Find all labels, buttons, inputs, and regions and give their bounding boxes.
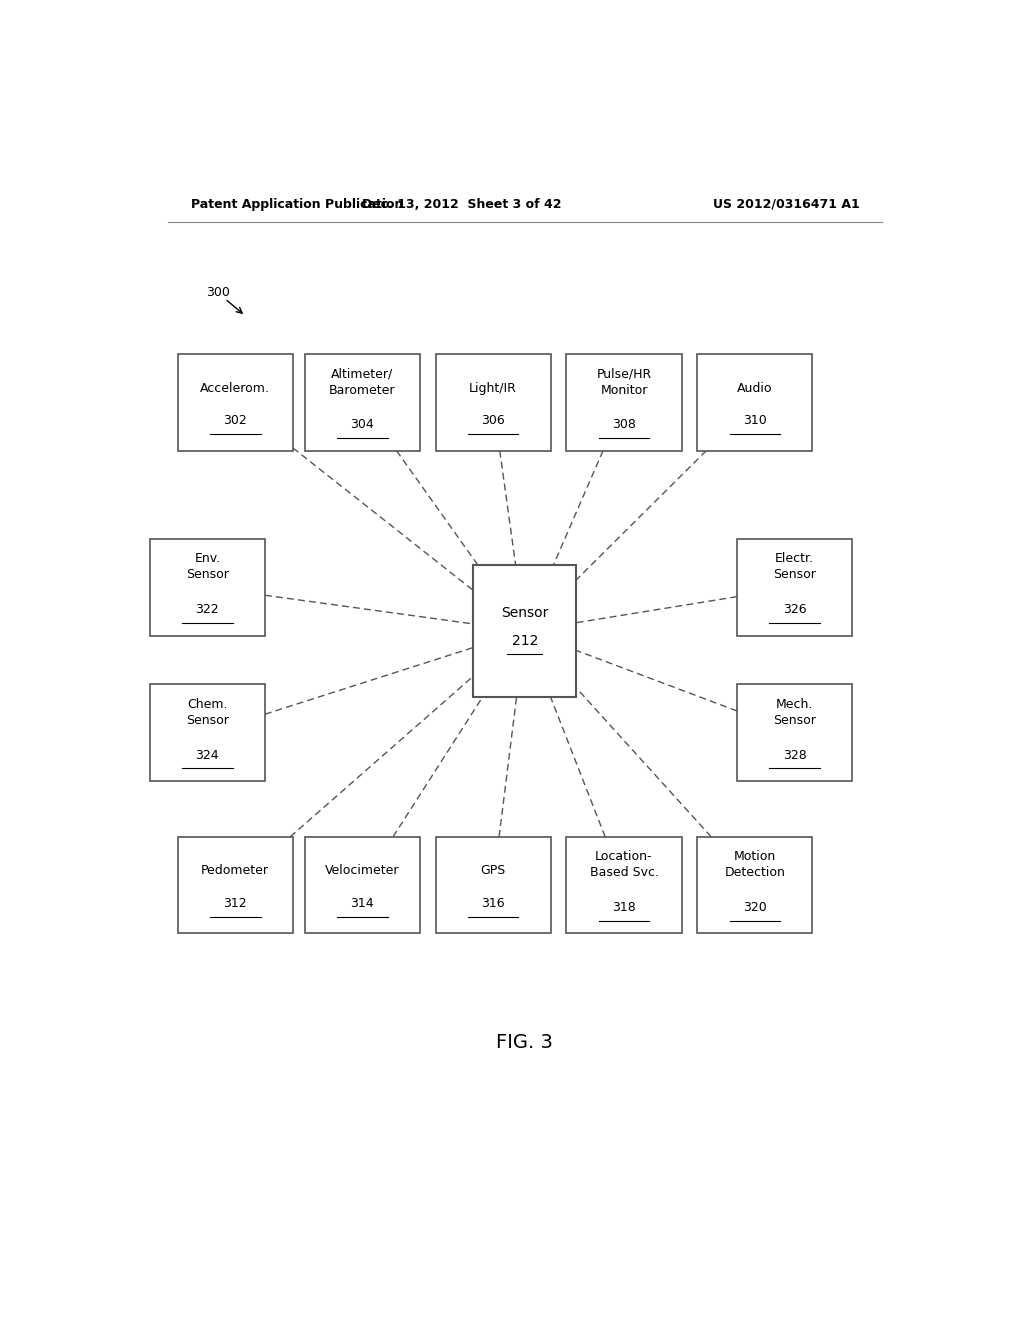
Text: 308: 308: [612, 418, 636, 432]
FancyBboxPatch shape: [435, 837, 551, 933]
Text: 310: 310: [743, 414, 767, 428]
Text: FIG. 3: FIG. 3: [497, 1034, 553, 1052]
Text: 312: 312: [223, 896, 247, 909]
FancyBboxPatch shape: [304, 354, 420, 450]
Text: Mech.
Sensor: Mech. Sensor: [773, 698, 816, 727]
FancyBboxPatch shape: [177, 354, 293, 450]
Text: 306: 306: [481, 414, 505, 428]
Text: Location-
Based Svc.: Location- Based Svc.: [590, 850, 658, 879]
FancyBboxPatch shape: [304, 837, 420, 933]
Text: Altimeter/
Barometer: Altimeter/ Barometer: [329, 367, 395, 396]
Text: GPS: GPS: [480, 865, 506, 878]
FancyBboxPatch shape: [697, 837, 812, 933]
FancyBboxPatch shape: [697, 354, 812, 450]
Text: 318: 318: [612, 902, 636, 913]
Text: 304: 304: [350, 418, 374, 432]
Text: Electr.
Sensor: Electr. Sensor: [773, 553, 816, 582]
Text: 212: 212: [512, 634, 538, 648]
FancyBboxPatch shape: [150, 684, 265, 781]
FancyBboxPatch shape: [566, 837, 682, 933]
FancyBboxPatch shape: [435, 354, 551, 450]
Text: Pulse/HR
Monitor: Pulse/HR Monitor: [596, 367, 651, 396]
Text: Velocimeter: Velocimeter: [325, 865, 399, 878]
Text: Chem.
Sensor: Chem. Sensor: [186, 698, 228, 727]
FancyBboxPatch shape: [177, 837, 293, 933]
Text: 316: 316: [481, 896, 505, 909]
Text: Light/IR: Light/IR: [469, 381, 517, 395]
Text: Audio: Audio: [737, 381, 773, 395]
Text: 328: 328: [782, 748, 807, 762]
Text: Pedometer: Pedometer: [201, 865, 269, 878]
Text: Dec. 13, 2012  Sheet 3 of 42: Dec. 13, 2012 Sheet 3 of 42: [361, 198, 561, 211]
Text: 300: 300: [206, 286, 229, 300]
Text: Accelerom.: Accelerom.: [201, 381, 270, 395]
Text: 326: 326: [782, 603, 807, 616]
Text: 322: 322: [196, 603, 219, 616]
Text: Sensor: Sensor: [501, 606, 549, 619]
Text: 314: 314: [350, 896, 374, 909]
FancyBboxPatch shape: [566, 354, 682, 450]
Text: Motion
Detection: Motion Detection: [725, 850, 785, 879]
Text: 302: 302: [223, 414, 247, 428]
Text: Patent Application Publication: Patent Application Publication: [191, 198, 403, 211]
Text: 324: 324: [196, 748, 219, 762]
Text: US 2012/0316471 A1: US 2012/0316471 A1: [714, 198, 860, 211]
FancyBboxPatch shape: [150, 539, 265, 636]
Text: Env.
Sensor: Env. Sensor: [186, 553, 228, 582]
FancyBboxPatch shape: [737, 684, 852, 781]
FancyBboxPatch shape: [737, 539, 852, 636]
FancyBboxPatch shape: [473, 565, 577, 697]
Text: 320: 320: [743, 902, 767, 913]
